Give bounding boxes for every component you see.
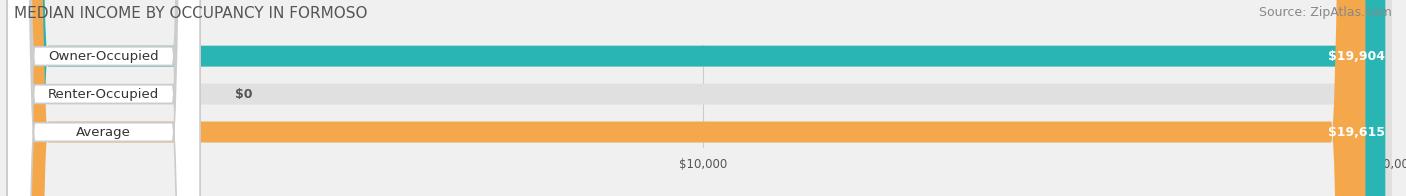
FancyBboxPatch shape xyxy=(14,0,1392,196)
FancyBboxPatch shape xyxy=(7,0,200,196)
Text: Owner-Occupied: Owner-Occupied xyxy=(48,50,159,63)
Text: Renter-Occupied: Renter-Occupied xyxy=(48,88,159,101)
FancyBboxPatch shape xyxy=(14,0,1392,196)
Text: $0: $0 xyxy=(235,88,252,101)
FancyBboxPatch shape xyxy=(7,0,200,196)
FancyBboxPatch shape xyxy=(7,0,200,196)
FancyBboxPatch shape xyxy=(14,0,1365,196)
Text: MEDIAN INCOME BY OCCUPANCY IN FORMOSO: MEDIAN INCOME BY OCCUPANCY IN FORMOSO xyxy=(14,6,367,21)
Text: $19,904: $19,904 xyxy=(1329,50,1385,63)
FancyBboxPatch shape xyxy=(14,0,1392,196)
FancyBboxPatch shape xyxy=(14,0,1385,196)
Text: $19,615: $19,615 xyxy=(1329,125,1385,139)
Text: Average: Average xyxy=(76,125,131,139)
Text: Source: ZipAtlas.com: Source: ZipAtlas.com xyxy=(1258,6,1392,19)
